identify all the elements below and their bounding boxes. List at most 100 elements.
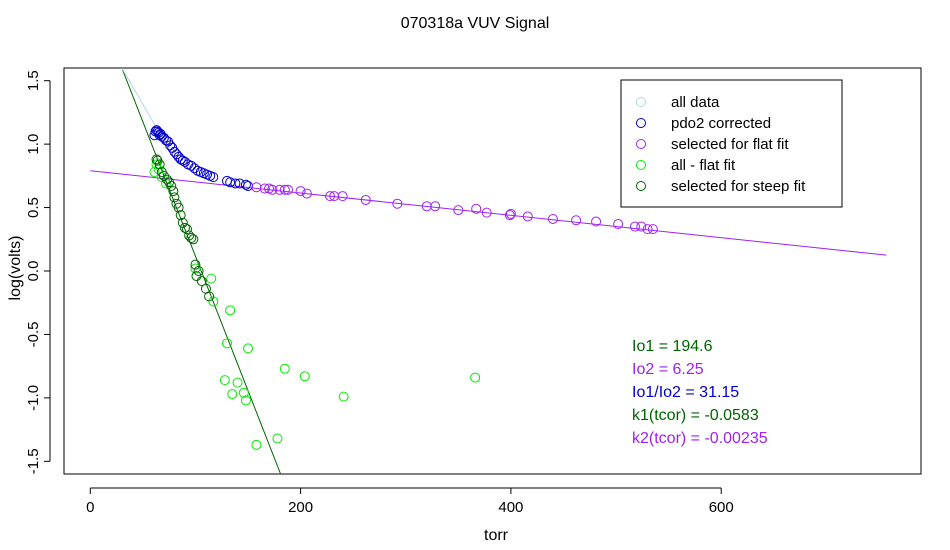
y-tick-label: 0.5 bbox=[25, 197, 42, 218]
data-point bbox=[642, 224, 653, 235]
y-axis: -1.5 -1.0 -0.5 0.0 0.5 1.0 1.5 bbox=[25, 70, 51, 474]
data-point bbox=[279, 184, 290, 195]
data-point bbox=[282, 184, 293, 195]
y-axis-title: log(volts) bbox=[7, 236, 24, 301]
y-tick-label: -1.0 bbox=[25, 385, 42, 411]
data-point bbox=[547, 213, 558, 224]
data-point bbox=[225, 305, 236, 316]
data-points bbox=[149, 125, 658, 450]
legend-label: pdo2 corrected bbox=[671, 115, 771, 132]
data-point bbox=[188, 234, 199, 245]
data-point bbox=[166, 180, 177, 191]
data-point bbox=[647, 224, 658, 235]
data-point bbox=[151, 159, 162, 170]
x-tick-label: 600 bbox=[709, 499, 734, 516]
x-tick-label: 0 bbox=[86, 499, 94, 516]
x-axis: 0 200 400 600 bbox=[86, 487, 734, 516]
data-point bbox=[204, 291, 215, 302]
x-tick-label: 200 bbox=[288, 499, 313, 516]
legend-label: all - flat fit bbox=[671, 157, 736, 174]
y-tick-label: -1.5 bbox=[25, 448, 42, 474]
data-point bbox=[337, 191, 348, 202]
data-point bbox=[225, 177, 236, 188]
data-point bbox=[240, 179, 251, 190]
data-point bbox=[471, 203, 482, 214]
chart-title: 070318a VUV Signal bbox=[401, 15, 550, 32]
data-point bbox=[329, 191, 340, 202]
data-point bbox=[522, 211, 533, 222]
annotation-text: k1(tcor) = -0.0583 bbox=[632, 407, 759, 424]
legend-marker bbox=[636, 139, 646, 149]
data-point bbox=[227, 389, 238, 400]
annotation-text: Io1 = 194.6 bbox=[632, 338, 713, 355]
data-point bbox=[338, 391, 349, 402]
annotations: Io1 = 194.6 Io2 = 6.25 Io1/Io2 = 31.15 k1(t… bbox=[632, 338, 768, 447]
data-point bbox=[325, 191, 336, 202]
data-point bbox=[169, 192, 180, 203]
data-point bbox=[158, 170, 169, 181]
data-point bbox=[505, 208, 516, 219]
annotation-text: k2(tcor) = -0.00235 bbox=[632, 430, 768, 447]
data-point bbox=[571, 215, 582, 226]
fit-line bbox=[121, 68, 160, 132]
legend-box bbox=[620, 79, 843, 208]
legend-label: selected for steep fit bbox=[671, 178, 806, 195]
data-point bbox=[230, 178, 241, 189]
data-point bbox=[221, 338, 232, 349]
data-point bbox=[238, 387, 249, 398]
legend: all data pdo2 corrected selected for flat … bbox=[620, 79, 843, 208]
data-point bbox=[186, 160, 197, 171]
data-point bbox=[272, 433, 283, 444]
data-point bbox=[191, 271, 202, 282]
data-point bbox=[421, 201, 432, 212]
data-point bbox=[591, 216, 602, 227]
data-point bbox=[504, 210, 515, 221]
data-point bbox=[179, 222, 190, 233]
x-axis-title: torr bbox=[484, 527, 509, 544]
data-point bbox=[177, 155, 188, 166]
data-point bbox=[251, 439, 262, 450]
legend-label: all data bbox=[671, 94, 720, 111]
data-point bbox=[470, 372, 481, 383]
data-point bbox=[360, 194, 371, 205]
data-point bbox=[154, 159, 165, 170]
data-point bbox=[196, 276, 207, 287]
fit-line bbox=[90, 170, 887, 256]
data-point bbox=[274, 184, 285, 195]
y-tick-label: 1.5 bbox=[25, 70, 42, 91]
data-point bbox=[219, 375, 230, 386]
annotation-text: Io2 = 6.25 bbox=[632, 361, 704, 378]
data-point bbox=[481, 207, 492, 218]
data-point bbox=[259, 183, 270, 194]
data-point bbox=[193, 266, 204, 276]
data-point bbox=[206, 273, 217, 284]
data-point bbox=[190, 263, 201, 274]
annotation-text: Io1/Io2 = 31.15 bbox=[632, 384, 739, 401]
data-point bbox=[208, 172, 219, 183]
data-point bbox=[613, 219, 624, 230]
data-point bbox=[251, 182, 262, 193]
data-point bbox=[168, 186, 179, 197]
data-point bbox=[190, 259, 201, 270]
legend-marker bbox=[636, 118, 646, 128]
legend-marker bbox=[636, 181, 646, 191]
data-point bbox=[392, 198, 403, 209]
data-point bbox=[430, 201, 441, 212]
data-point bbox=[279, 363, 290, 374]
data-point bbox=[243, 343, 254, 354]
fit-lines bbox=[90, 68, 887, 474]
data-point bbox=[295, 186, 306, 197]
data-point bbox=[173, 202, 184, 213]
fit-line bbox=[121, 68, 282, 474]
y-tick-label: 1.0 bbox=[25, 134, 42, 155]
plot-frame bbox=[63, 67, 922, 475]
data-point bbox=[629, 221, 640, 232]
legend-label: selected for flat fit bbox=[671, 136, 789, 153]
data-point bbox=[232, 377, 243, 388]
data-point bbox=[453, 205, 464, 216]
data-point bbox=[267, 184, 278, 195]
legend-marker bbox=[636, 97, 646, 107]
data-point bbox=[301, 188, 312, 199]
x-tick-label: 400 bbox=[498, 499, 523, 516]
